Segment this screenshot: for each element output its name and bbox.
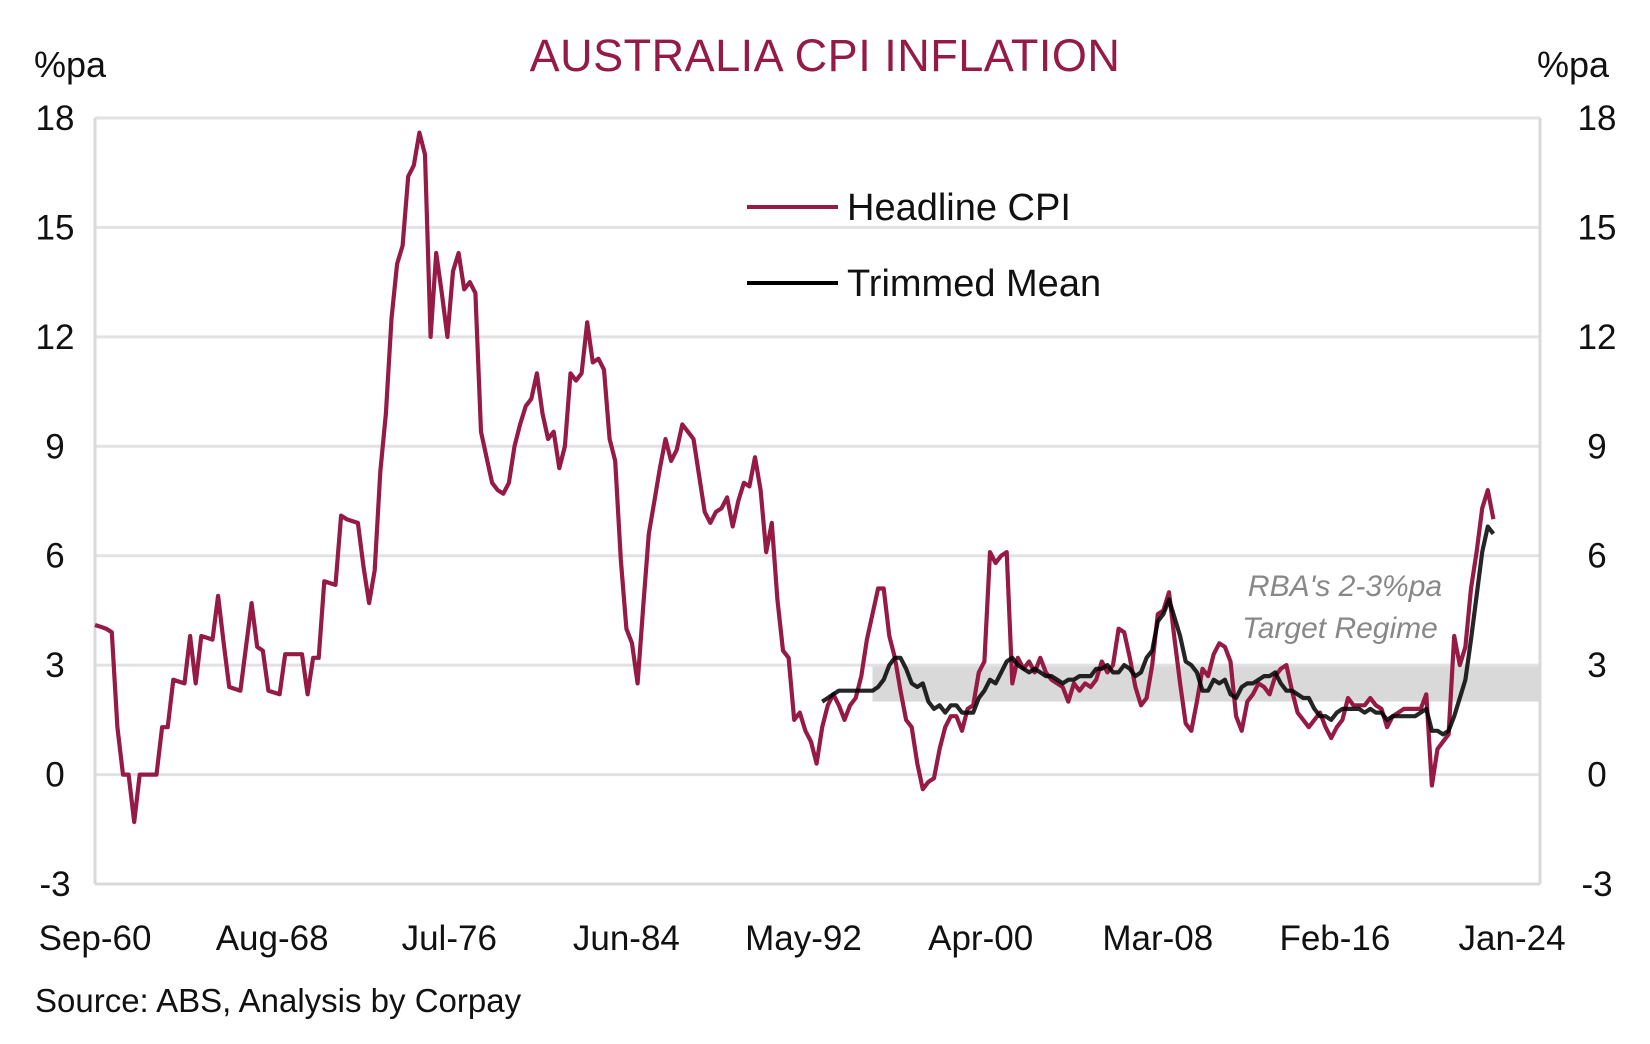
y-tick-label-right: -3 [1581,865,1612,904]
legend: Headline CPI Trimmed Mean [747,187,1101,305]
x-tick-label: May-92 [745,919,862,958]
x-tick-label: Mar-08 [1102,919,1213,958]
y-tick-label-right: 3 [1587,646,1606,685]
y-tick-label-left: 6 [45,537,64,576]
y-tick-label-left: 9 [45,427,64,466]
y-tick-label-right: 9 [1587,427,1606,466]
y-tick-label-right: 15 [1578,208,1617,247]
right-axis-unit: %pa [1537,44,1610,85]
target-annotation-line2: Target Regime [1242,612,1438,645]
y-tick-label-left: 0 [45,756,64,795]
x-tick-label: Apr-00 [928,919,1033,958]
y-tick-label-left: -3 [39,865,70,904]
y-tick-label-left: 12 [36,318,75,357]
y-tick-label-right: 12 [1578,318,1617,357]
left-axis-unit: %pa [34,44,107,85]
y-tick-label-right: 0 [1587,756,1606,795]
y-tick-label-left: 15 [36,208,75,247]
x-tick-label: Sep-60 [39,919,152,958]
y-tick-label-right: 6 [1587,537,1606,576]
x-tick-label: Aug-68 [216,919,329,958]
chart-title: AUSTRALIA CPI INFLATION [529,30,1121,81]
source-note: Source: ABS, Analysis by Corpay [35,982,522,1019]
target-annotation-line1: RBA's 2-3%pa [1248,570,1442,603]
legend-label-headline-cpi: Headline CPI [847,187,1071,229]
x-tick-label: Feb-16 [1279,919,1390,958]
x-tick-label: Jan-24 [1459,919,1566,958]
y-tick-label-left: 18 [36,99,75,138]
x-tick-label: Jun-84 [573,919,680,958]
y-tick-label-right: 18 [1578,99,1617,138]
series-line-trimmed-mean [821,524,1496,737]
legend-label-trimmed-mean: Trimmed Mean [847,263,1101,305]
x-tick-label: Jul-76 [402,919,497,958]
series-line-headline-cpi [94,130,1496,825]
y-tick-label-left: 3 [45,646,64,685]
